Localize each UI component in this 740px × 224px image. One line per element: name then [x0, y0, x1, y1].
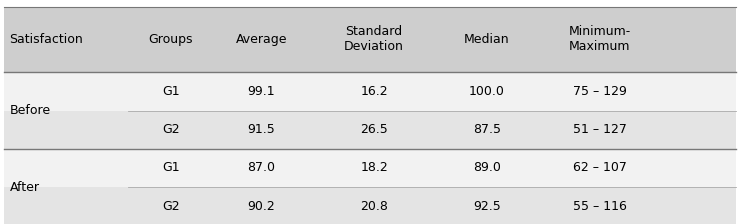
Text: 92.5: 92.5: [473, 200, 501, 213]
Text: Minimum-
Maximum: Minimum- Maximum: [568, 25, 631, 53]
Text: Median: Median: [464, 33, 510, 46]
Text: 89.0: 89.0: [473, 162, 501, 174]
Text: 87.0: 87.0: [247, 162, 275, 174]
Text: 91.5: 91.5: [247, 123, 275, 136]
Text: 75 – 129: 75 – 129: [573, 85, 627, 98]
Bar: [4, 110, 736, 149]
Text: 87.5: 87.5: [473, 123, 501, 136]
Bar: [4, 149, 736, 187]
Text: G2: G2: [162, 200, 179, 213]
Text: G1: G1: [162, 85, 179, 98]
Text: 90.2: 90.2: [247, 200, 275, 213]
Bar: [4, 187, 736, 224]
Text: 55 – 116: 55 – 116: [573, 200, 627, 213]
Text: Before: Before: [10, 104, 51, 117]
Text: Satisfaction: Satisfaction: [10, 33, 84, 46]
Text: 16.2: 16.2: [360, 85, 388, 98]
Text: 20.8: 20.8: [360, 200, 388, 213]
Text: 99.1: 99.1: [247, 85, 275, 98]
Text: 62 – 107: 62 – 107: [573, 162, 627, 174]
Text: 51 – 127: 51 – 127: [573, 123, 627, 136]
Text: 26.5: 26.5: [360, 123, 388, 136]
Text: Standard
Deviation: Standard Deviation: [344, 25, 404, 53]
Text: G2: G2: [162, 123, 179, 136]
Text: After: After: [10, 181, 40, 194]
Text: Groups: Groups: [148, 33, 193, 46]
Text: Average: Average: [235, 33, 287, 46]
Bar: [4, 6, 736, 72]
Text: G1: G1: [162, 162, 179, 174]
Bar: [4, 72, 736, 110]
Text: 100.0: 100.0: [469, 85, 505, 98]
Text: 18.2: 18.2: [360, 162, 388, 174]
